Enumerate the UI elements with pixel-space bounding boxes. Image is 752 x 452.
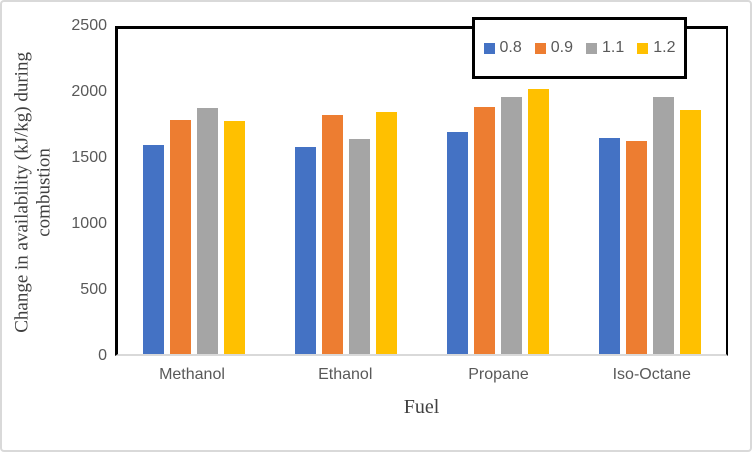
x-tick-label-iso-octane: Iso-Octane	[612, 366, 691, 383]
bar-methanol-0.8	[143, 145, 164, 354]
legend-label: 1.1	[602, 39, 625, 56]
x-tick-label-methanol: Methanol	[159, 366, 225, 383]
bar-iso-octane-0.9	[626, 141, 647, 354]
bar-ethanol-0.8	[295, 147, 316, 354]
x-axis-title: Fuel	[403, 396, 440, 418]
bar-group-iso-octane	[574, 29, 726, 354]
legend-swatch-icon	[586, 42, 597, 54]
legend-label: 1.2	[653, 39, 676, 56]
bar-methanol-0.9	[170, 120, 191, 354]
legend-entry-1.2: 1.2	[637, 39, 676, 57]
bar-methanol-1.2	[224, 121, 245, 354]
legend-entry-0.9: 0.9	[534, 39, 573, 57]
bar-methanol-1.1	[197, 108, 218, 354]
bar-propane-1.2	[528, 89, 549, 354]
bar-iso-octane-1.2	[680, 110, 701, 354]
legend-swatch-icon	[637, 42, 649, 54]
bar-iso-octane-0.8	[599, 138, 620, 354]
legend-swatch-icon	[534, 42, 546, 54]
x-tick-label-ethanol: Ethanol	[318, 366, 373, 383]
bar-propane-1.1	[501, 97, 522, 354]
y-tick-label: 2500	[71, 17, 107, 34]
y-tick-label: 0	[98, 347, 107, 364]
legend: 0.8 0.9 1.1 1.2	[472, 17, 687, 79]
y-tick-label: 1500	[71, 149, 107, 166]
plot-area	[115, 26, 728, 356]
legend-entry-1.1: 1.1	[586, 39, 624, 57]
y-tick-label: 500	[80, 281, 107, 298]
bar-group-methanol	[118, 29, 270, 354]
legend-swatch-icon	[483, 42, 495, 54]
bar-ethanol-1.2	[376, 112, 397, 354]
bar-ethanol-1.1	[349, 139, 370, 354]
legend-label: 0.8	[499, 39, 522, 56]
bar-ethanol-0.9	[322, 115, 343, 354]
legend-entry-0.8: 0.8	[483, 39, 522, 57]
y-tick-label: 2000	[71, 83, 107, 100]
y-tick-label: 1000	[71, 215, 107, 232]
x-tick-label-propane: Propane	[468, 366, 529, 383]
bar-group-ethanol	[270, 29, 422, 354]
bar-propane-0.9	[474, 107, 495, 354]
y-axis-title: Change in availability (kJ/kg) during co…	[11, 52, 55, 333]
bar-propane-0.8	[447, 132, 468, 354]
bar-iso-octane-1.1	[653, 97, 674, 354]
bar-group-propane	[422, 29, 574, 354]
legend-label: 0.9	[550, 39, 573, 56]
